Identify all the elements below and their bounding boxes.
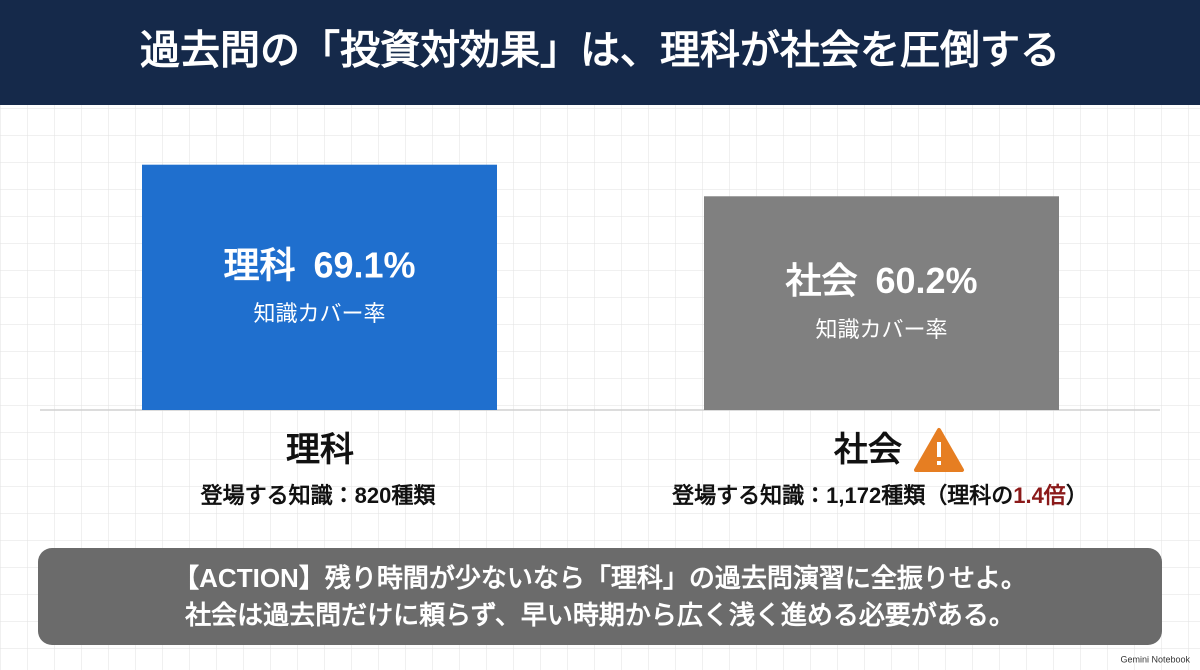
watermark: Gemini Notebook xyxy=(1120,654,1190,664)
bar xyxy=(704,196,1059,410)
detail-highlight: 1.4倍 xyxy=(1013,483,1066,508)
header-bar xyxy=(0,0,1200,105)
detail-text: 登場する知識：1,172種類（理科の1.4倍） xyxy=(671,483,1088,508)
value-label: 69.1% xyxy=(313,244,415,285)
action-box xyxy=(38,548,1162,645)
value-label: 60.2% xyxy=(875,260,977,301)
detail-text: 登場する知識：820種類 xyxy=(200,483,437,508)
warning-icon xyxy=(914,428,964,472)
bar-category: 理科 xyxy=(223,244,295,285)
chart: 理科 69.1% 知識カバー率 社会 60.2% 知識カバー率 xyxy=(142,164,1059,410)
bar xyxy=(142,164,497,410)
bar-category: 社会 xyxy=(784,260,857,301)
value-caption: 知識カバー率 xyxy=(253,301,385,326)
action-line: 【ACTION】残り時間が少ないなら「理科」の過去問演習に全振りせよ。 xyxy=(173,563,1027,593)
subject-name: 社会 xyxy=(833,431,902,469)
detail-suffix: ） xyxy=(1066,483,1088,508)
detail-text-main: 登場する知識：1,172種類（理科の xyxy=(671,483,1013,508)
subject-name: 理科 xyxy=(286,431,354,469)
value-caption: 知識カバー率 xyxy=(815,317,947,342)
bar-label: 理科 69.1% xyxy=(223,244,415,285)
bar-label: 社会 60.2% xyxy=(784,260,977,301)
action-line: 社会は過去問だけに頼らず、早い時期から広く浅く進める必要がある。 xyxy=(184,600,1015,630)
title: 過去問の「投資対効果」は、理科が社会を圧倒する xyxy=(140,29,1060,73)
